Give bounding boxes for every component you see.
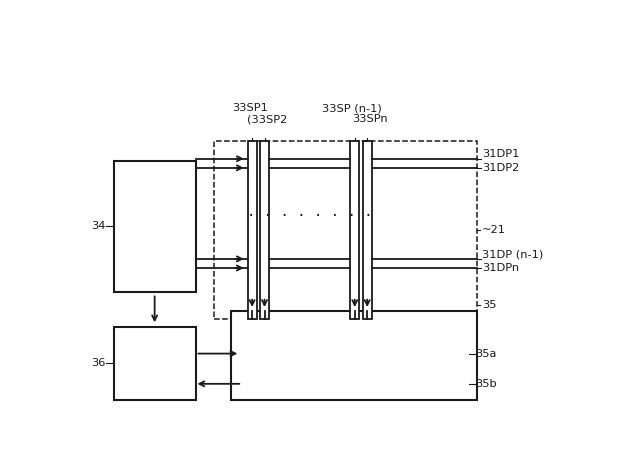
Bar <box>248 140 257 319</box>
Text: 33SP1: 33SP1 <box>232 103 268 113</box>
Bar <box>363 140 372 319</box>
Bar <box>114 160 196 292</box>
Text: 31DP1: 31DP1 <box>482 149 519 159</box>
Text: . . . . . . . .: . . . . . . . . <box>247 204 372 219</box>
Text: 35: 35 <box>482 300 496 310</box>
Bar <box>260 140 269 319</box>
Bar <box>231 311 477 400</box>
Text: 31DP2: 31DP2 <box>482 163 519 173</box>
Bar <box>241 371 469 396</box>
Text: 31DP (n-1): 31DP (n-1) <box>482 250 543 260</box>
Text: 36: 36 <box>92 359 106 368</box>
Text: (33SP2: (33SP2 <box>247 114 287 124</box>
Text: 34: 34 <box>92 221 106 231</box>
Text: 35b: 35b <box>476 379 497 389</box>
Bar <box>350 140 359 319</box>
Text: 33SPn: 33SPn <box>352 114 387 124</box>
Bar <box>114 327 196 400</box>
Text: 31DPn: 31DPn <box>482 263 519 273</box>
Text: 33SP (n-1): 33SP (n-1) <box>323 103 382 113</box>
Bar <box>241 339 469 368</box>
Text: 35a: 35a <box>476 349 497 359</box>
Text: ~21: ~21 <box>482 225 506 235</box>
Bar <box>214 140 477 319</box>
